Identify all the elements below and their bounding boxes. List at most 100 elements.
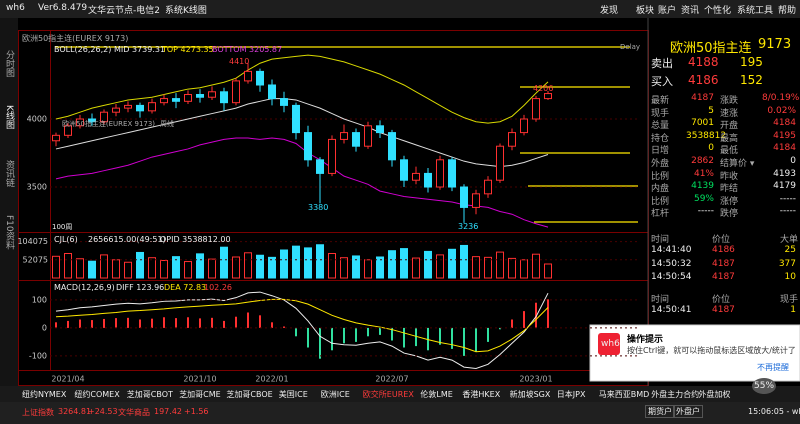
exchange-tab[interactable]: 外盘加权 — [698, 390, 731, 399]
candle-body — [388, 132, 396, 161]
candle-body — [244, 70, 252, 82]
menu-item[interactable]: 账户 — [658, 6, 677, 16]
price-annotation: 4206 — [533, 84, 554, 93]
volume-bar — [244, 252, 252, 279]
candle-body — [448, 159, 456, 188]
quote-label: 速涨 — [720, 108, 739, 119]
candle-body — [136, 104, 144, 112]
symbol-code: 9173 — [758, 37, 792, 52]
menu-item[interactable]: 帮助 — [778, 6, 797, 16]
index-change: +1.56 — [184, 407, 209, 416]
candle-body — [508, 132, 516, 147]
candle-body — [196, 94, 204, 98]
volume-bar — [388, 250, 396, 279]
volume-bar — [220, 246, 228, 279]
trade-cell: 14:50:41 — [651, 305, 692, 315]
exchange-tab[interactable]: 纽约NYMEX — [22, 390, 67, 399]
exchange-tab[interactable]: 美国ICE — [278, 390, 308, 399]
exchange-tab[interactable]: 芝加哥CME — [179, 390, 221, 399]
exchange-tab[interactable]: 新加坡SGX — [509, 390, 551, 399]
menu-item[interactable]: 板块 — [636, 6, 655, 16]
quote-label: 昨结 — [720, 184, 739, 195]
exchange-tab[interactable]: 芝加哥CBOT — [126, 390, 173, 399]
quote-value: ----- — [779, 206, 796, 217]
quote-value: 0 — [790, 156, 796, 166]
account-tab[interactable]: 外盘户 — [673, 405, 703, 418]
quote-label: 涨停 — [720, 196, 739, 207]
quote-value: 4193 — [773, 168, 796, 179]
volume-bar — [328, 253, 336, 279]
candle-body — [340, 132, 348, 140]
side-tab[interactable]: F10资料 — [4, 215, 14, 250]
diff-label: DIFF 123.96 — [116, 283, 165, 292]
volume-bar — [412, 257, 420, 279]
side-tab[interactable]: 分时图 — [4, 50, 14, 77]
quote-value: 3538812 — [686, 130, 727, 141]
dea-line — [55, 298, 549, 353]
exchange-tab[interactable]: 伦敦LME — [420, 390, 453, 399]
candle-body — [232, 80, 240, 104]
index-value: 3264.81 — [58, 407, 92, 416]
volume-bar — [172, 256, 180, 279]
quote-value: 41% — [693, 168, 714, 179]
volume-bar — [484, 256, 492, 279]
menu-item[interactable]: 系统工具 — [737, 6, 774, 16]
volume-label: CJL(6) — [54, 235, 78, 244]
quote-label: 结算价 ▾ — [720, 159, 755, 169]
volume-bar — [448, 248, 456, 279]
quote-label: 涨跌 — [720, 96, 739, 106]
menu-item[interactable]: 资讯 — [681, 6, 700, 16]
period: 周线 — [160, 120, 174, 128]
candle-body — [472, 193, 480, 208]
candle-body — [64, 125, 72, 136]
quote-value: 5 — [708, 105, 714, 116]
exchange-tab[interactable]: 纽约COMEX — [74, 390, 120, 399]
quote-label: 杠杆 — [651, 209, 670, 220]
diff-line — [55, 291, 549, 369]
index-name: 文华商品 — [118, 408, 150, 417]
exchange-tab[interactable]: 欧洲ICE — [320, 390, 350, 399]
volume-bar — [280, 249, 288, 279]
account-tab[interactable]: 期货户 — [645, 405, 675, 418]
candle-body — [88, 118, 96, 123]
trade-cell: 14:41:40 — [651, 245, 692, 255]
x-tick-label: 2021/04 — [51, 375, 84, 384]
side-tab[interactable]: K线图 — [4, 105, 14, 129]
trade-cell: 4187 — [712, 258, 735, 269]
dismiss[interactable]: 不再提醒 — [757, 363, 789, 372]
candle-body — [364, 125, 372, 147]
side-tab[interactable]: 资讯链 — [4, 160, 14, 187]
exchange-tab[interactable]: 马来西亚BMD — [598, 390, 650, 399]
trade-header: 时间 — [651, 235, 670, 245]
exchange-tab[interactable]: 日本JPX — [556, 390, 586, 399]
trade-cell: 14:50:32 — [651, 258, 692, 269]
boll-top: TOP 4273.35 — [162, 45, 214, 54]
volume-bar — [268, 256, 276, 279]
quote-value: 4184 — [773, 143, 796, 154]
exchange-tab[interactable]: 外盘主力合约 — [651, 390, 700, 399]
menu-item[interactable]: 发现 — [600, 6, 619, 16]
quote-value: 59% — [693, 193, 714, 204]
node: 文华云节点-电信2 — [88, 6, 160, 16]
trade-header: 价位 — [712, 235, 731, 245]
candle-body — [220, 91, 228, 104]
quote-label: 买入 — [651, 75, 673, 88]
exchange-tab[interactable]: 欧交所EUREX — [362, 390, 414, 399]
inner-title: 欧洲50指主连(EUREX 9173) — [62, 120, 156, 128]
exchange-tab[interactable]: 芝加哥CBOE — [226, 390, 273, 399]
volume-bar — [544, 263, 552, 279]
volume-bar — [88, 260, 96, 279]
quote-value: ----- — [779, 193, 796, 204]
menu-item[interactable]: 个性化 — [704, 6, 732, 16]
candle-body — [172, 98, 180, 102]
candle-body — [496, 145, 504, 181]
candle-body — [316, 159, 324, 174]
y-tick-label: 52075 — [23, 255, 48, 264]
clock: 15:06:05 - wh — [748, 407, 800, 416]
candle-body — [376, 125, 384, 134]
macd-label: MACD(12,26,9) — [54, 283, 115, 292]
quote-price: 4188 — [688, 55, 719, 69]
exchange-tab[interactable]: 香港HKEX — [462, 390, 501, 399]
volume-info: 2656615.00(49:51) — [88, 235, 166, 244]
trade-header: 大单 — [780, 235, 799, 245]
